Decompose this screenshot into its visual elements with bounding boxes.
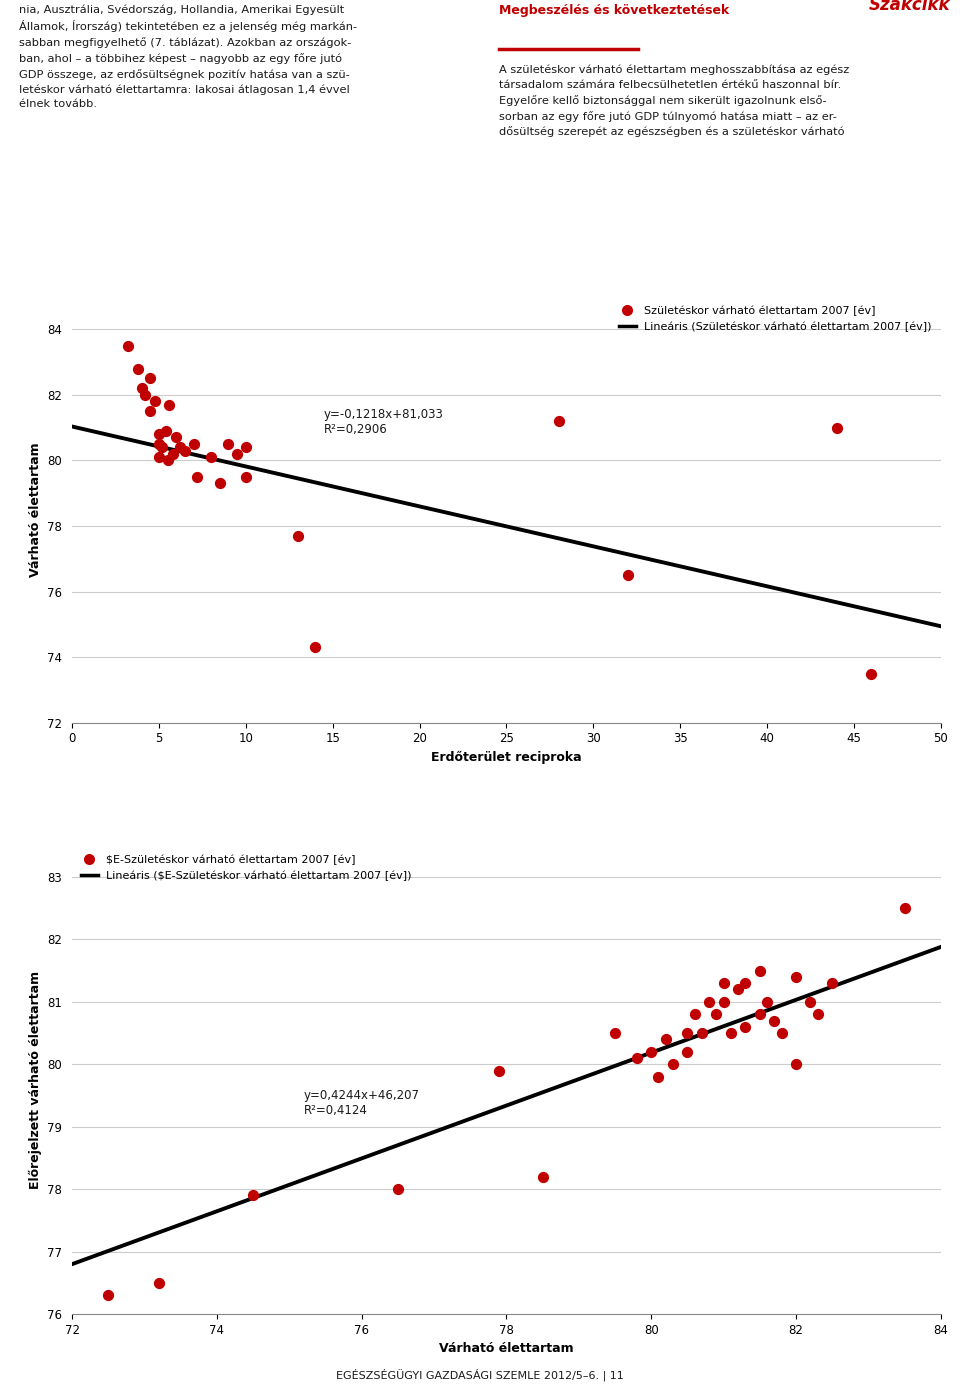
Y-axis label: Várható élettartam: Várható élettartam: [29, 442, 41, 577]
Point: [665, 1053, 681, 1075]
Point: [152, 1272, 167, 1295]
Point: [131, 358, 146, 380]
Point: [204, 446, 219, 468]
Point: [716, 991, 732, 1014]
Point: [828, 417, 844, 439]
Point: [752, 959, 767, 981]
Point: [608, 1022, 623, 1044]
Point: [897, 898, 912, 920]
Point: [238, 466, 253, 488]
Point: [307, 636, 323, 658]
Text: Megbeszélés és következtetések: Megbeszélés és következtetések: [499, 4, 730, 17]
Point: [178, 439, 193, 461]
Point: [229, 443, 245, 466]
Point: [133, 377, 149, 400]
Point: [189, 466, 204, 488]
Point: [142, 400, 157, 422]
Point: [246, 1184, 261, 1206]
Point: [212, 473, 228, 495]
Point: [864, 663, 879, 685]
Point: [825, 972, 840, 994]
Text: A születéskor várható élettartam meghosszabbítása az egész
társadalom számára fe: A születéskor várható élettartam meghoss…: [499, 64, 850, 137]
Point: [737, 1016, 753, 1039]
Point: [169, 426, 184, 449]
Point: [687, 1004, 703, 1026]
Point: [752, 1004, 767, 1026]
Point: [759, 991, 775, 1014]
Point: [643, 1040, 659, 1062]
Point: [803, 991, 818, 1014]
Point: [186, 433, 202, 456]
Point: [737, 972, 753, 994]
Point: [620, 563, 636, 586]
Point: [731, 979, 746, 1001]
Point: [629, 1047, 644, 1069]
Point: [172, 436, 187, 459]
Point: [160, 449, 176, 471]
Point: [680, 1040, 695, 1062]
Point: [774, 1022, 789, 1044]
Text: y=0,4244x+46,207
R²=0,4124: y=0,4244x+46,207 R²=0,4124: [303, 1089, 420, 1117]
Point: [165, 443, 180, 466]
X-axis label: Várható élettartam: Várható élettartam: [439, 1342, 574, 1356]
Point: [492, 1060, 507, 1082]
Point: [788, 966, 804, 988]
Point: [702, 991, 717, 1014]
Point: [551, 410, 566, 432]
Text: 2. ábra. A születéskor várható élettartam és a prediktált érték közötti összefüg: 2. ábra. A születéskor várható élettarta…: [10, 788, 545, 798]
Point: [101, 1285, 116, 1307]
Legend: $E-Születéskor várható élettartam 2007 [év], Lineáris ($E-Születéskor várható él: $E-Születéskor várható élettartam 2007 […: [78, 851, 416, 885]
Point: [142, 368, 157, 390]
Text: Szakcikk: Szakcikk: [869, 0, 950, 14]
Point: [708, 1004, 724, 1026]
Point: [680, 1022, 695, 1044]
Legend: Születéskor várható élettartam 2007 [év], Lineáris (Születéskor várható élettart: Születéskor várható élettartam 2007 [év]…: [615, 302, 935, 336]
Y-axis label: Előrejelzett várható élettartam: Előrejelzett várható élettartam: [29, 970, 41, 1190]
X-axis label: Erdőterület reciproka: Erdőterület reciproka: [431, 751, 582, 765]
Point: [161, 393, 177, 415]
Text: y=-0,1218x+81,033
R²=0,2906: y=-0,1218x+81,033 R²=0,2906: [324, 408, 444, 436]
Point: [788, 1053, 804, 1075]
Point: [716, 972, 732, 994]
Text: EGÉSZSÉGÜGYI GAZDASÁGI SZEMLE 2012/5–6. | 11: EGÉSZSÉGÜGYI GAZDASÁGI SZEMLE 2012/5–6. …: [336, 1369, 624, 1381]
Point: [221, 433, 236, 456]
Point: [290, 524, 305, 547]
Point: [535, 1166, 550, 1188]
Point: [137, 383, 153, 405]
Point: [151, 446, 167, 468]
Text: nia, Ausztrália, Svédország, Hollandia, Amerikai Egyesült
Államok, Írország) tek: nia, Ausztrália, Svédország, Hollandia, …: [19, 4, 357, 109]
Point: [767, 1009, 782, 1032]
Point: [651, 1065, 666, 1088]
Point: [658, 1028, 673, 1050]
Point: [151, 433, 167, 456]
Point: [155, 436, 170, 459]
Point: [158, 419, 174, 442]
Point: [810, 1004, 826, 1026]
Point: [238, 436, 253, 459]
Point: [151, 424, 167, 446]
Point: [148, 390, 163, 412]
Text: 1. ábra. A születéskor várható élettartam és az erdőterület [%] reciproka között: 1. ábra. A születéskor várható élettarta…: [10, 238, 614, 250]
Point: [723, 1022, 738, 1044]
Point: [390, 1179, 405, 1201]
Point: [694, 1022, 709, 1044]
Point: [120, 334, 135, 356]
